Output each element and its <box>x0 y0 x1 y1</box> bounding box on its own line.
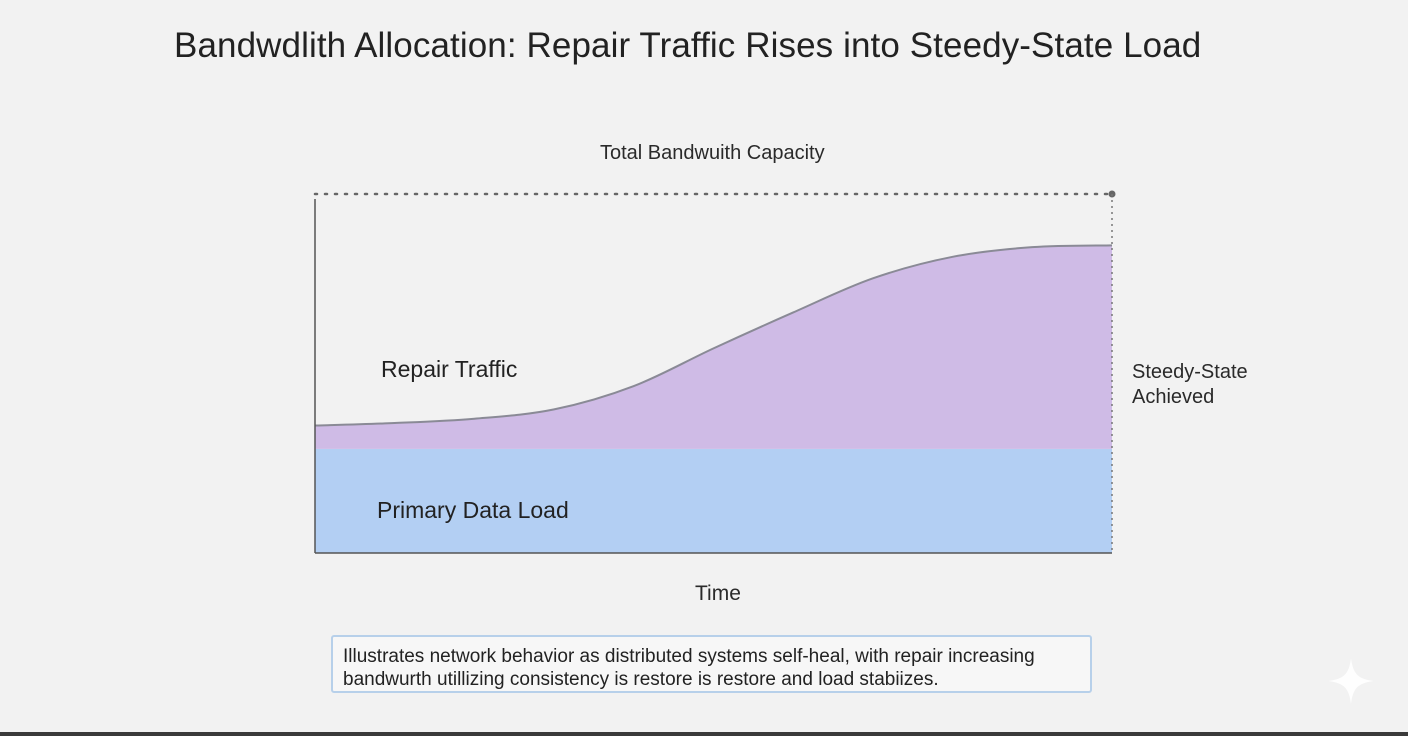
sparkle-icon <box>1328 658 1374 704</box>
repair-traffic-label: Repair Traffic <box>381 356 517 382</box>
repair-traffic-area <box>315 245 1112 449</box>
bottom-border <box>0 732 1408 736</box>
x-axis-label: Time <box>695 582 741 605</box>
caption-line-2: bandwurth utillizing consistency is rest… <box>343 669 939 690</box>
steady-state-annotation: Steedy-State Achieved <box>1132 360 1248 410</box>
primary-data-area <box>315 448 1112 553</box>
steady-state-line-1: Steedy-State <box>1132 361 1248 383</box>
capacity-label: Total Bandwuith Capacity <box>600 142 825 164</box>
primary-data-load-label: Primary Data Load <box>377 497 569 523</box>
steady-state-line-2: Achieved <box>1132 386 1215 408</box>
caption-box: Illustrates network behavior as distribu… <box>331 635 1092 693</box>
chart-title: Bandwdlith Allocation: Repair Traffic Ri… <box>174 26 1202 65</box>
caption-line-1: Illustrates network behavior as distribu… <box>343 646 1035 667</box>
repair-traffic-line <box>314 244 1113 427</box>
